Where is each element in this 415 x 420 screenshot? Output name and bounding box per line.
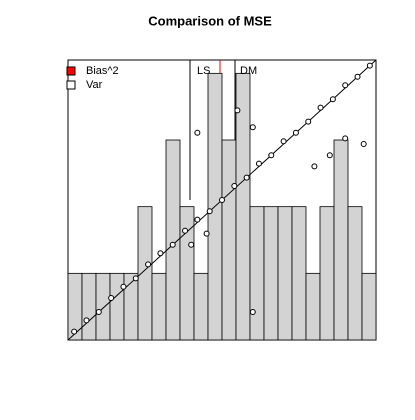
point — [169, 241, 176, 248]
point — [305, 118, 312, 125]
bar — [137, 206, 153, 341]
point — [194, 216, 201, 223]
point — [83, 317, 90, 324]
bar — [193, 272, 209, 341]
point — [145, 261, 152, 268]
point — [120, 283, 127, 290]
bar — [221, 139, 237, 341]
bar — [277, 206, 293, 341]
bar — [263, 206, 279, 341]
point — [342, 135, 349, 142]
point — [326, 152, 333, 159]
chart-title: Comparison of MSE — [148, 13, 272, 28]
bar — [179, 206, 195, 341]
point — [311, 163, 318, 170]
bar — [109, 272, 125, 341]
point — [249, 124, 256, 131]
bar — [249, 206, 265, 341]
point — [194, 129, 201, 136]
bar — [361, 272, 377, 341]
bar — [347, 206, 363, 341]
bar — [151, 272, 167, 341]
point — [292, 129, 299, 136]
point — [234, 107, 241, 114]
point — [95, 309, 102, 315]
point — [329, 96, 336, 103]
point — [203, 230, 210, 237]
point — [268, 152, 275, 159]
bar — [333, 139, 349, 341]
annotation: DM — [240, 65, 257, 77]
bar — [95, 272, 111, 341]
point — [108, 295, 115, 301]
point — [206, 208, 213, 215]
point — [342, 82, 349, 89]
point — [188, 241, 195, 248]
point — [354, 73, 361, 80]
point — [71, 328, 78, 335]
legend-label: Bias^2 — [86, 65, 119, 77]
point — [280, 138, 287, 145]
legend-swatch — [66, 80, 76, 90]
bar — [291, 206, 307, 341]
bar — [235, 72, 251, 341]
point — [360, 141, 367, 147]
bar — [319, 206, 335, 341]
bar — [81, 272, 97, 341]
point — [182, 227, 189, 234]
annotation: LS — [197, 65, 210, 77]
point — [255, 160, 262, 167]
point — [243, 174, 250, 181]
point — [157, 250, 164, 257]
point — [317, 104, 324, 111]
point — [132, 275, 139, 282]
point — [249, 309, 256, 315]
bar — [305, 272, 321, 341]
legend-swatch — [66, 66, 76, 76]
point — [231, 183, 238, 189]
point — [366, 62, 373, 69]
legend-label: Var — [86, 79, 103, 91]
point — [219, 197, 225, 203]
